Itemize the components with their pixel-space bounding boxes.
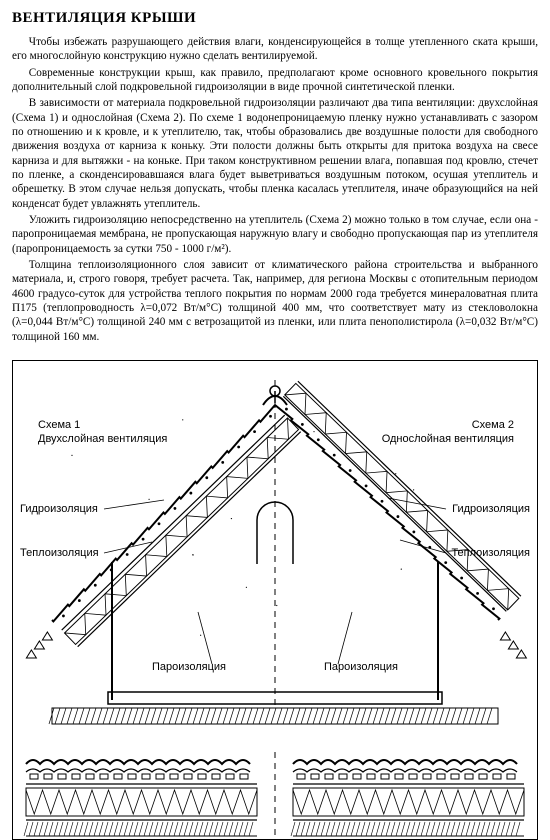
svg-text:Гидроизоляция: Гидроизоляция	[452, 503, 530, 515]
svg-text:Однослойная вентиляция: Однослойная вентиляция	[382, 433, 514, 445]
paragraph: Современные конструкции крыш, как правил…	[12, 66, 538, 95]
roof-svg: Схема 1 Двухслойная вентиляция Гидроизоляц…	[12, 360, 538, 840]
page-title: ВЕНТИЛЯЦИЯ КРЫШИ	[12, 10, 538, 27]
svg-text:Теплоизоляция: Теплоизоляция	[451, 547, 530, 559]
svg-text:Гидроизоляция: Гидроизоляция	[20, 503, 98, 515]
svg-text:Пароизоляция: Пароизоляция	[152, 661, 226, 673]
svg-text:Схема 2: Схема 2	[472, 419, 514, 431]
paragraph: В зависимости от материала подкровельной…	[12, 96, 538, 211]
paragraph: Толщина теплоизоляционного слоя зависит …	[12, 258, 538, 344]
document-page: ВЕНТИЛЯЦИЯ КРЫШИ Чтобы избежать разрушаю…	[0, 0, 550, 840]
svg-text:Схема 1: Схема 1	[38, 419, 80, 431]
svg-text:Двухслойная вентиляция: Двухслойная вентиляция	[38, 433, 167, 445]
svg-text:Теплоизоляция: Теплоизоляция	[20, 547, 99, 559]
roof-ventilation-diagram: Схема 1 Двухслойная вентиляция Гидроизоляц…	[12, 360, 538, 840]
paragraph: Чтобы избежать разрушающего действия вла…	[12, 35, 538, 64]
svg-text:Пароизоляция: Пароизоляция	[324, 661, 398, 673]
paragraph: Уложить гидроизоляцию непосредственно на…	[12, 213, 538, 256]
